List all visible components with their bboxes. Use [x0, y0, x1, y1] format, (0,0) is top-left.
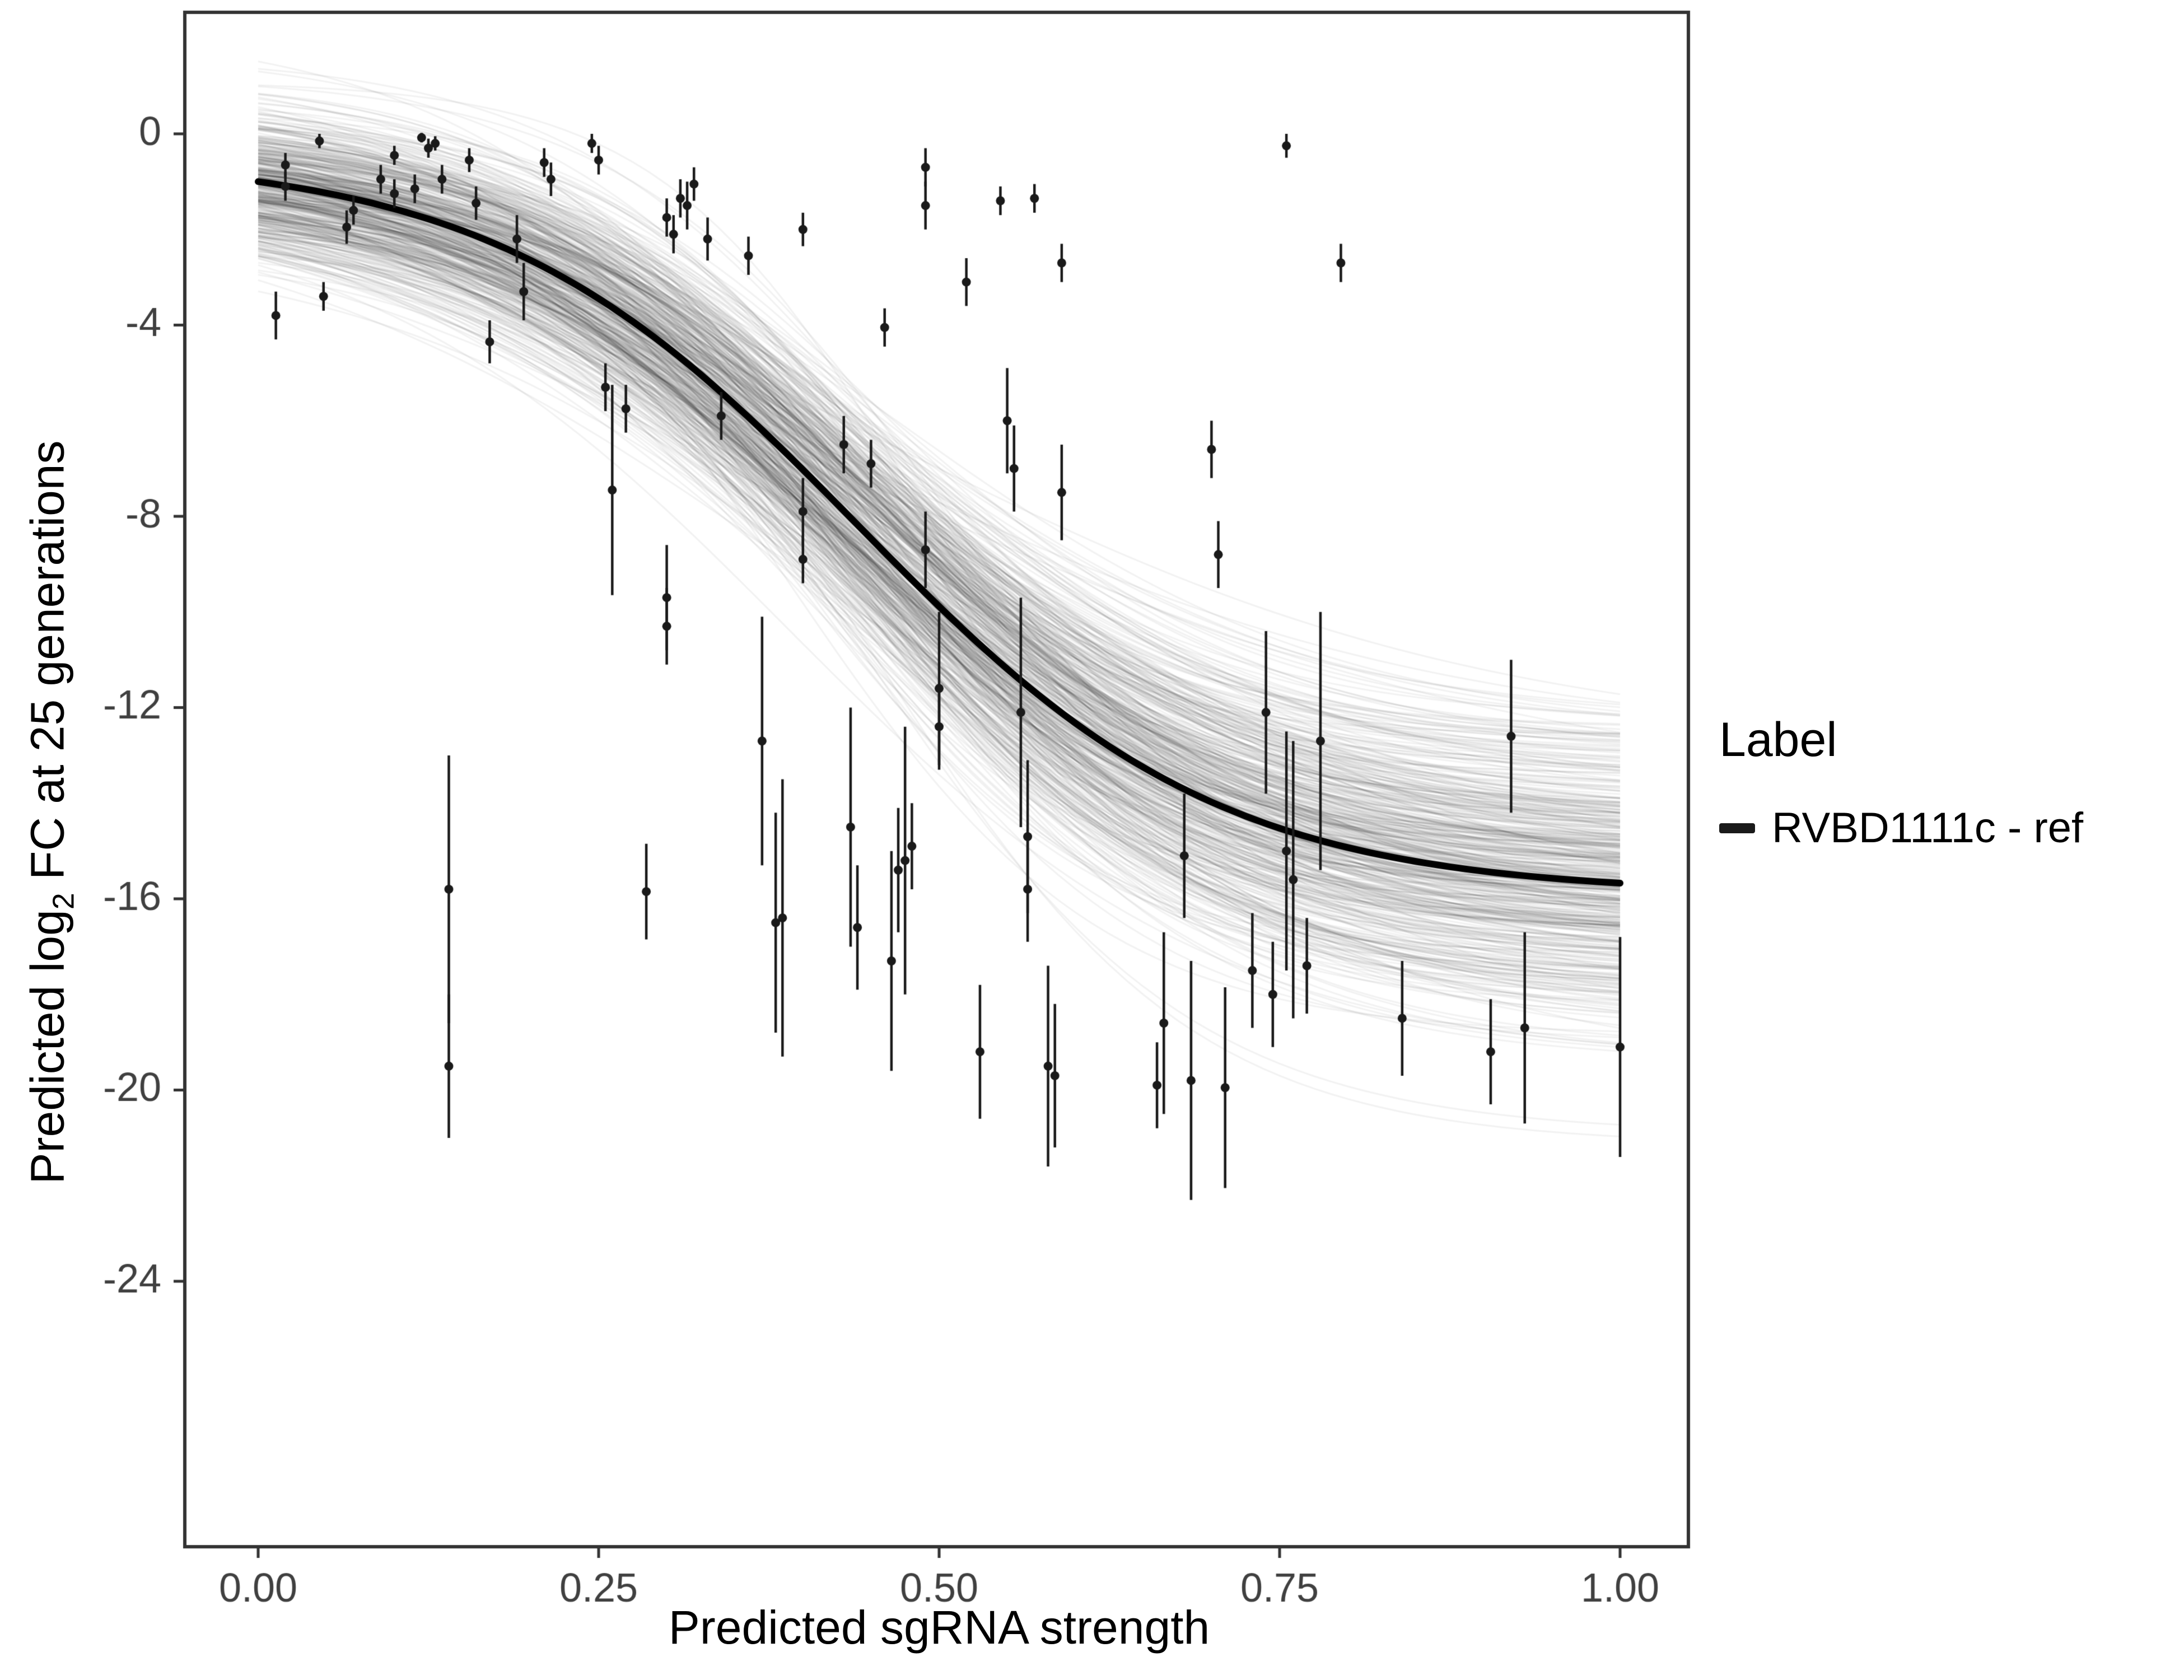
legend-entry: RVBD1111c - ref [1719, 804, 2083, 852]
legend-title: Label [1719, 713, 1837, 767]
x-axis-title: Predicted sgRNA strength [668, 1601, 1210, 1654]
legend: Label RVBD1111c - ref [1719, 712, 2083, 852]
legend-key-line [1719, 823, 1755, 833]
legend-entry-label: RVBD1111c - ref [1772, 804, 2084, 852]
